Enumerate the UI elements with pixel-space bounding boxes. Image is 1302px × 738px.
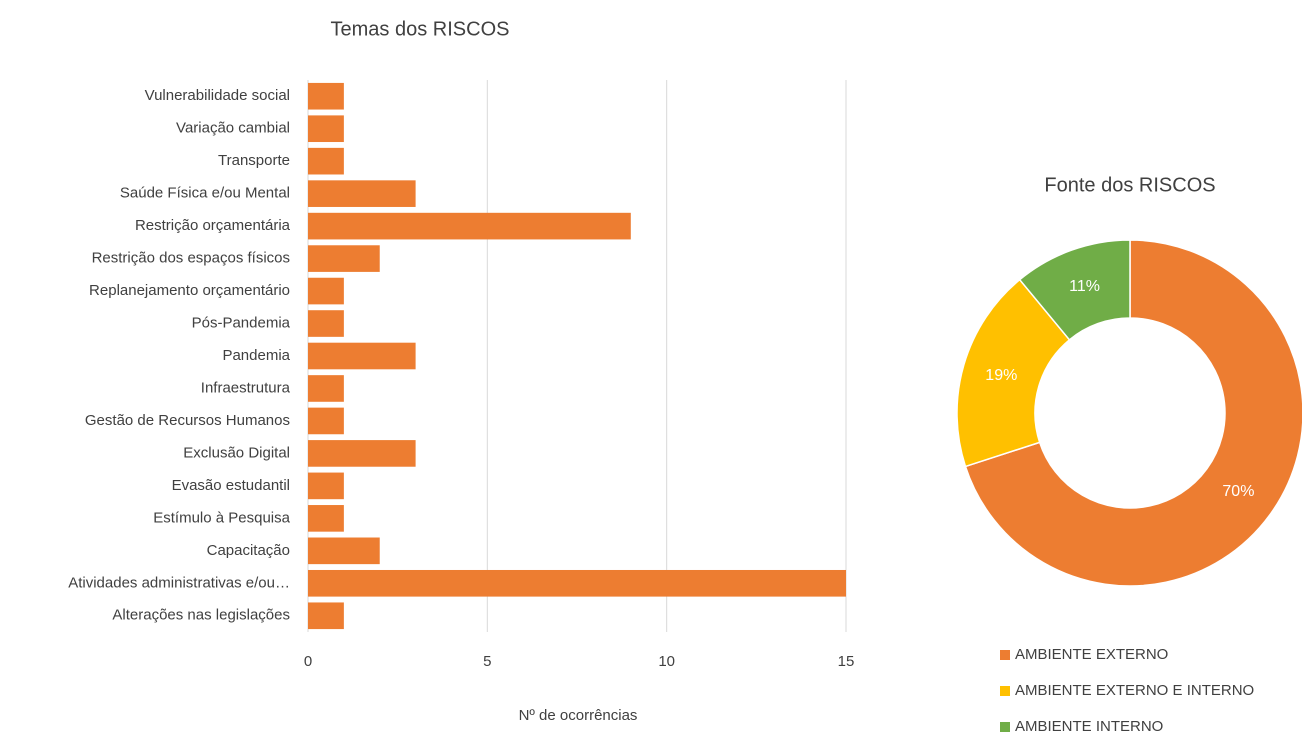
bar: [308, 115, 344, 143]
legend-label: AMBIENTE EXTERNO E INTERNO: [1015, 682, 1254, 699]
bar: [308, 212, 631, 240]
x-tick-label: 0: [304, 653, 312, 670]
bar: [308, 342, 416, 370]
data-label: 70%: [1222, 483, 1254, 500]
donut-slice: [964, 239, 1302, 587]
bar: [308, 180, 416, 207]
y-tick-label: Saúde Física e/ou Mental: [120, 185, 290, 202]
y-tick-label: Estímulo à Pesquisa: [153, 509, 290, 526]
bar-chart-title: Temas dos RISCOS: [331, 18, 510, 40]
y-tick-label: Vulnerabilidade social: [145, 87, 290, 104]
data-label: 19%: [985, 367, 1017, 384]
x-tick-label: 10: [658, 653, 675, 670]
y-tick-label: Exclusão Digital: [183, 444, 290, 461]
bar: [308, 82, 344, 110]
y-tick-label: Gestão de Recursos Humanos: [85, 412, 290, 429]
y-tick-label: Infraestrutura: [201, 379, 291, 396]
y-tick-label: Evasão estudantil: [172, 477, 290, 494]
legend-label: AMBIENTE EXTERNO: [1015, 646, 1168, 663]
donut-chart-title: Fonte dos RISCOS: [1044, 174, 1215, 196]
y-tick-label: Transporte: [218, 152, 290, 169]
bar: [308, 277, 344, 305]
bar: [308, 245, 380, 272]
y-tick-label: Alterações nas legislações: [112, 607, 290, 624]
y-tick-label: Capacitação: [207, 542, 290, 559]
y-tick-label: Pós-Pandemia: [192, 314, 291, 331]
bar: [308, 147, 344, 175]
legend-swatch: [1000, 722, 1010, 732]
bar: [308, 569, 846, 597]
y-tick-label: Atividades administrativas e/ou…: [68, 574, 290, 591]
x-tick-label: 5: [483, 653, 491, 670]
bar: [308, 375, 344, 402]
y-tick-label: Restrição orçamentária: [135, 217, 291, 234]
legend-label: AMBIENTE INTERNO: [1015, 718, 1163, 735]
data-label: 11%: [1069, 278, 1100, 295]
bar: [308, 537, 380, 565]
donut-slice: [1018, 239, 1131, 341]
y-tick-label: Pandemia: [222, 347, 290, 364]
bar: [308, 472, 344, 500]
y-tick-label: Replanejamento orçamentário: [89, 282, 290, 299]
bar: [308, 310, 344, 337]
y-tick-label: Restrição dos espaços físicos: [92, 250, 290, 267]
y-tick-label: Variação cambial: [176, 120, 290, 137]
bar: [308, 407, 344, 435]
bar: [308, 602, 344, 630]
legend-swatch: [1000, 650, 1010, 660]
x-tick-label: 15: [838, 653, 855, 670]
bar: [308, 505, 344, 532]
bar: [308, 440, 416, 467]
x-axis-label: Nº de ocorrências: [519, 707, 638, 724]
donut-slice: [956, 278, 1071, 468]
legend-swatch: [1000, 686, 1010, 696]
